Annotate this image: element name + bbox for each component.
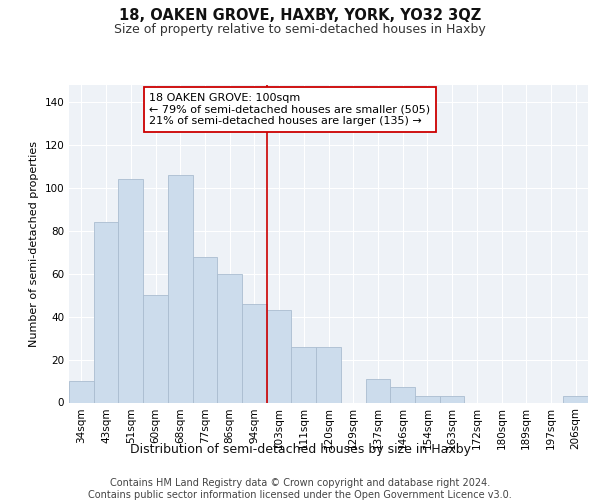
Bar bbox=[118, 180, 143, 402]
Bar bbox=[193, 256, 217, 402]
Text: Contains HM Land Registry data © Crown copyright and database right 2024.: Contains HM Land Registry data © Crown c… bbox=[110, 478, 490, 488]
Bar bbox=[415, 396, 440, 402]
Bar bbox=[390, 388, 415, 402]
Text: Distribution of semi-detached houses by size in Haxby: Distribution of semi-detached houses by … bbox=[130, 442, 470, 456]
Bar bbox=[94, 222, 118, 402]
Bar bbox=[267, 310, 292, 402]
Bar bbox=[440, 396, 464, 402]
Bar bbox=[143, 295, 168, 403]
Text: Contains public sector information licensed under the Open Government Licence v3: Contains public sector information licen… bbox=[88, 490, 512, 500]
Bar bbox=[316, 346, 341, 403]
Bar bbox=[168, 175, 193, 402]
Text: Size of property relative to semi-detached houses in Haxby: Size of property relative to semi-detach… bbox=[114, 24, 486, 36]
Bar bbox=[217, 274, 242, 402]
Bar bbox=[69, 381, 94, 402]
Bar bbox=[292, 346, 316, 403]
Text: 18 OAKEN GROVE: 100sqm
← 79% of semi-detached houses are smaller (505)
21% of se: 18 OAKEN GROVE: 100sqm ← 79% of semi-det… bbox=[149, 93, 431, 126]
Bar bbox=[242, 304, 267, 402]
Bar bbox=[563, 396, 588, 402]
Text: 18, OAKEN GROVE, HAXBY, YORK, YO32 3QZ: 18, OAKEN GROVE, HAXBY, YORK, YO32 3QZ bbox=[119, 8, 481, 22]
Y-axis label: Number of semi-detached properties: Number of semi-detached properties bbox=[29, 141, 39, 347]
Bar bbox=[365, 379, 390, 402]
